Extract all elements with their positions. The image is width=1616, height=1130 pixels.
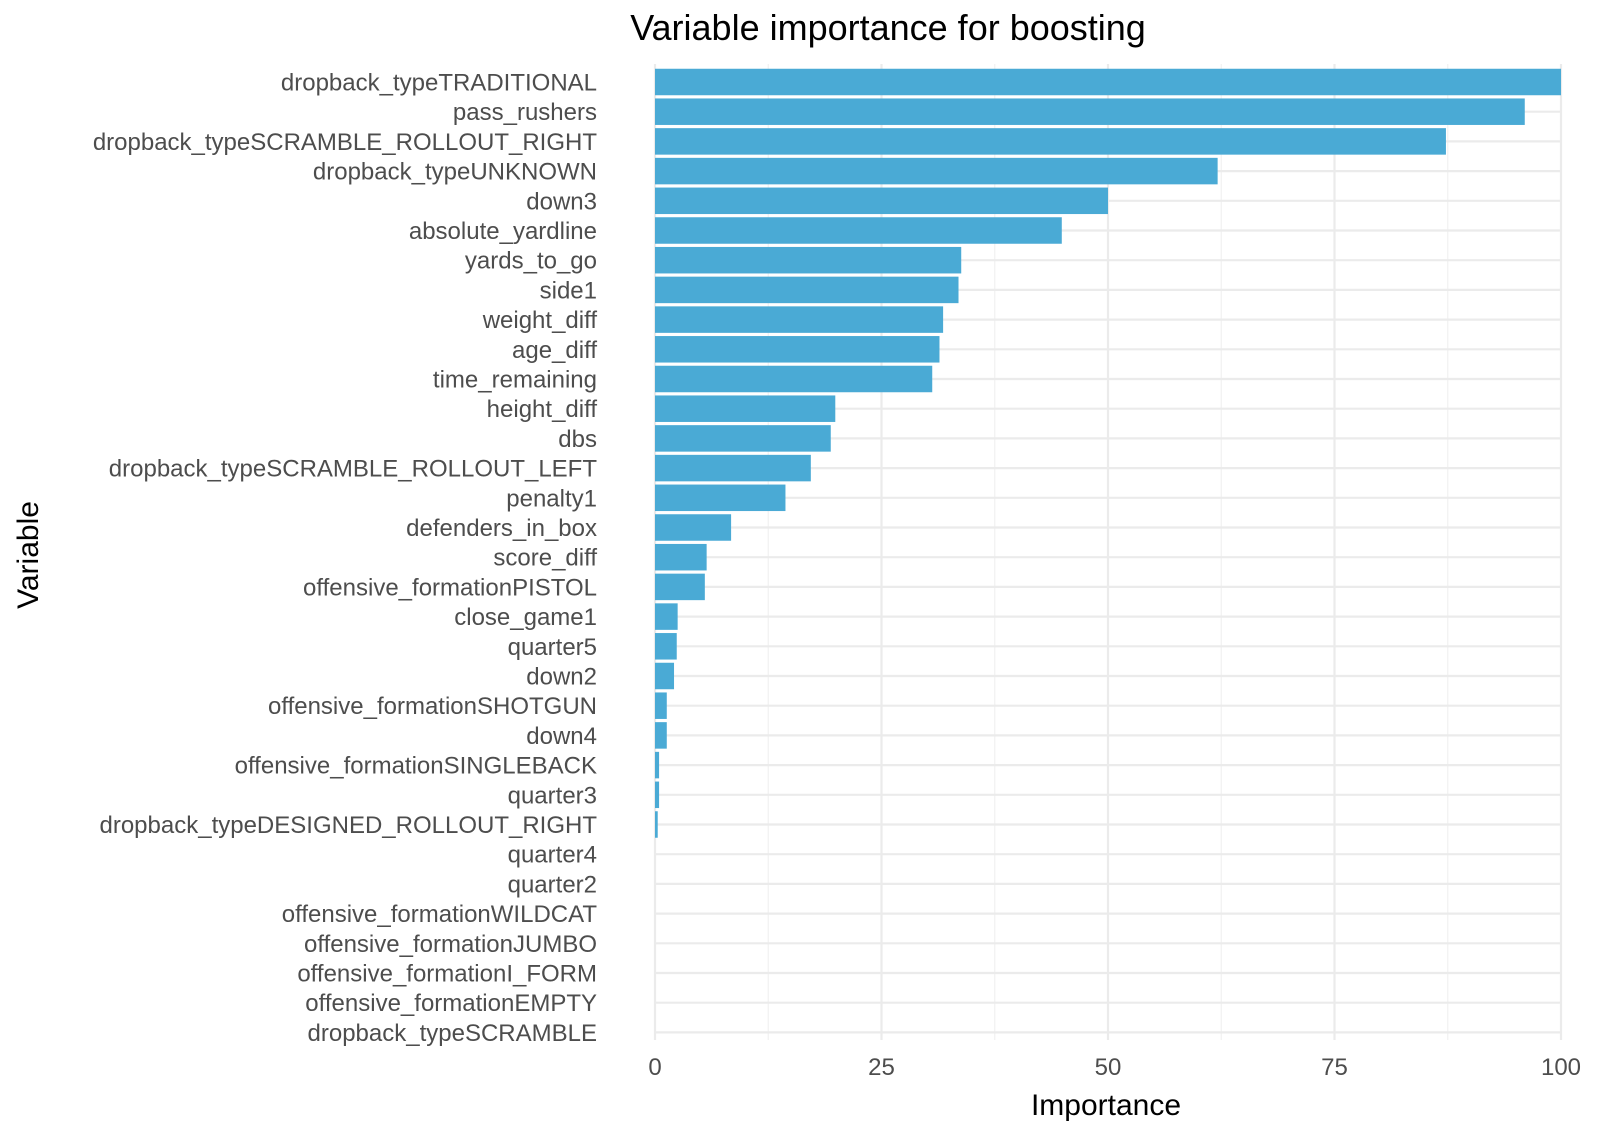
bar	[655, 98, 1525, 125]
y-tick-label: quarter5	[508, 634, 597, 661]
bar	[655, 633, 677, 660]
y-tick-label: quarter3	[508, 782, 597, 809]
x-tick-labels: 0 25 50 75 100	[648, 1054, 1581, 1081]
y-tick-label: yards_to_go	[465, 248, 597, 275]
bars	[655, 68, 1561, 838]
y-tick-label: age_diff	[512, 337, 597, 364]
bar	[655, 484, 786, 512]
y-axis-title: Variable	[12, 501, 45, 609]
y-tick-label: offensive_formationWILDCAT	[282, 901, 598, 928]
y-tick-label: dropback_typeUNKNOWN	[313, 159, 597, 186]
y-tick-label: score_diff	[493, 545, 597, 572]
y-tick-label: absolute_yardline	[409, 218, 597, 245]
y-tick-label: dropback_typeSCRAMBLE	[308, 1020, 597, 1047]
y-tick-label: defenders_in_box	[406, 515, 597, 542]
bar	[655, 781, 660, 809]
x-tick-label: 0	[648, 1054, 661, 1081]
x-tick-label: 25	[868, 1054, 895, 1081]
y-tick-label: down2	[526, 664, 597, 691]
bar	[655, 246, 962, 274]
y-tick-label: pass_rushers	[453, 99, 597, 126]
y-tick-label: offensive_formationPISTOL	[303, 574, 597, 601]
bar	[655, 365, 933, 393]
x-tick-label: 100	[1541, 1054, 1581, 1081]
y-tick-label: offensive_formationJUMBO	[304, 931, 597, 958]
bar	[655, 128, 1446, 155]
y-tick-label: dropback_typeTRADITIONAL	[281, 70, 597, 97]
bar	[655, 187, 1108, 215]
bar	[655, 217, 1062, 244]
bar	[655, 692, 667, 719]
y-tick-label: dropback_typeSCRAMBLE_ROLLOUT_LEFT	[109, 456, 598, 483]
y-tick-label: offensive_formationEMPTY	[305, 990, 597, 1017]
bar	[655, 395, 836, 422]
y-tick-label: side1	[540, 277, 597, 304]
y-tick-label: dropback_typeSCRAMBLE_ROLLOUT_RIGHT	[93, 129, 598, 156]
y-tick-label: penalty1	[506, 485, 597, 512]
y-tick-label: down4	[526, 723, 597, 750]
bar	[655, 276, 959, 304]
y-tick-label: offensive_formationSHOTGUN	[268, 693, 597, 720]
y-tick-label: offensive_formationI_FORM	[297, 961, 597, 988]
bar	[655, 722, 667, 749]
bar	[655, 811, 658, 838]
y-tick-labels: dropback_typeTRADITIONALpass_rushersdrop…	[93, 70, 598, 1047]
y-tick-label: dropback_typeDESIGNED_ROLLOUT_RIGHT	[99, 812, 597, 839]
bar	[655, 454, 811, 482]
bar	[655, 68, 1561, 96]
bar	[655, 662, 675, 690]
y-tick-label: quarter4	[508, 842, 597, 869]
bar	[655, 157, 1218, 185]
bar	[655, 425, 831, 452]
bar	[655, 306, 944, 333]
x-axis-title: Importance	[1031, 1089, 1181, 1122]
y-tick-label: down3	[526, 188, 597, 215]
y-tick-label: weight_diff	[482, 307, 598, 334]
x-tick-label: 75	[1321, 1054, 1348, 1081]
bar	[655, 603, 678, 630]
y-tick-label: close_game1	[454, 604, 597, 631]
bar	[655, 336, 940, 363]
y-tick-label: dbs	[558, 426, 597, 453]
y-tick-label: height_diff	[487, 396, 598, 423]
y-tick-label: quarter2	[508, 871, 597, 898]
bar	[655, 751, 660, 779]
bar	[655, 573, 705, 601]
bar	[655, 543, 707, 571]
y-tick-label: time_remaining	[433, 367, 597, 394]
chart-title: Variable importance for boosting	[630, 7, 1146, 48]
y-tick-label: offensive_formationSINGLEBACK	[235, 753, 597, 780]
bar	[655, 514, 732, 541]
x-tick-label: 50	[1095, 1054, 1122, 1081]
